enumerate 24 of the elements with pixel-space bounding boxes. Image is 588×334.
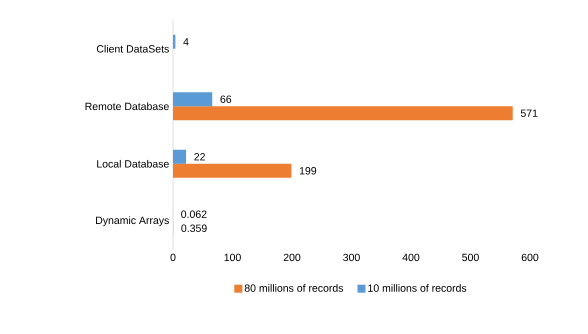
x-tick-label: 400 [402,254,420,262]
x-tick-label: 200 [284,254,300,262]
bar [173,164,292,178]
y-tick-label: Dynamic Arrays [96,216,169,226]
data-label: 4 [183,38,189,46]
bar [173,150,186,164]
data-label: 199 [300,167,316,174]
x-tick-label: 500 [462,254,479,262]
x-tick-label: 100 [224,254,241,262]
x-tick-label: 300 [343,254,360,262]
data-label: 66 [220,96,232,103]
bar [173,92,212,106]
y-tick-label: Client DataSets [96,44,169,53]
data-label: 0.359 [181,224,207,232]
y-tick-label: Local Database [97,160,169,168]
bar [173,106,513,120]
x-tick-label: 0 [170,254,176,262]
data-label: 0.062 [181,210,206,218]
x-tick-label: 600 [522,254,538,262]
legend-label: 10 millions of records [368,284,466,292]
data-label: 22 [194,153,205,160]
legend-label: 80 millions of records [244,284,344,292]
data-label: 571 [520,110,538,117]
y-tick-label: Remote Database [86,102,169,110]
